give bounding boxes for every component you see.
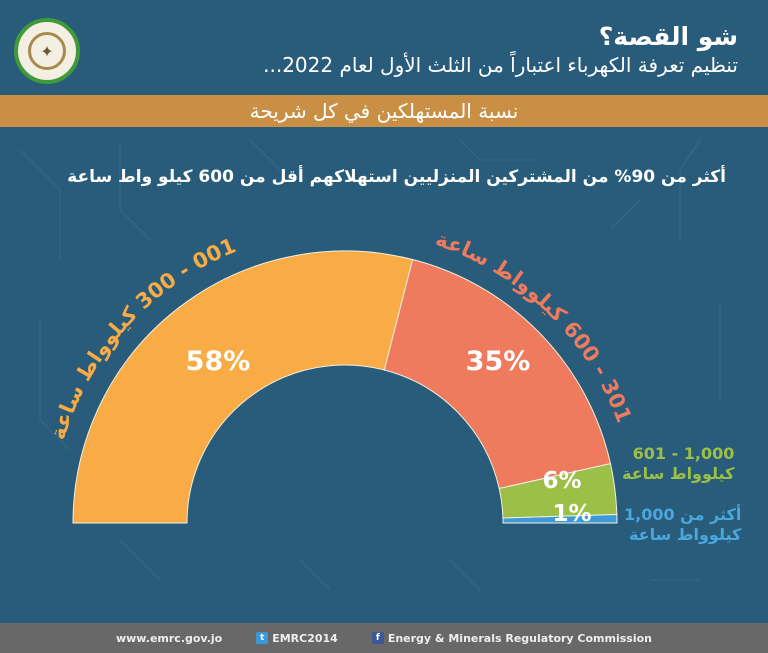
twitter-icon: t xyxy=(256,632,269,644)
category-label-4: أكثر من 1,000 كيلوواط ساعة xyxy=(624,505,741,545)
data-label-4: 1% xyxy=(552,501,591,527)
slice-4 xyxy=(502,513,618,524)
twitter-link[interactable]: t EMRC2014 xyxy=(256,632,338,645)
page-title: شو القصة؟ xyxy=(598,22,738,51)
label-line: كيلوواط ساعة xyxy=(628,525,742,544)
slice-2 xyxy=(383,258,612,490)
data-label-2: 35% xyxy=(466,346,531,377)
facebook-icon: f xyxy=(371,632,384,644)
facebook-page: Energy & Minerals Regulatory Commission xyxy=(387,631,653,645)
emrc-logo: ✦ xyxy=(14,18,80,84)
footer: www.emrc.gov.jo t EMRC2014 f Energy & Mine… xyxy=(0,623,768,653)
label-line: أكثر من 1,000 xyxy=(624,505,742,524)
label-line: 1,000 - 601 xyxy=(632,444,735,463)
twitter-handle: EMRC2014 xyxy=(272,631,338,645)
headline: أكثر من 90% من المشتركين المنزليين استهل… xyxy=(67,167,726,187)
slice-1 xyxy=(72,250,414,524)
category-label-3: 1,000 - 601 كيلوواط ساعة xyxy=(622,444,734,484)
label-line: كيلوواط ساعة xyxy=(622,464,735,483)
facebook-link[interactable]: f Energy & Minerals Regulatory Commission xyxy=(371,631,653,645)
website-link[interactable]: www.emrc.gov.jo xyxy=(115,631,223,645)
data-label-3: 6% xyxy=(542,468,581,494)
page-subtitle: تنظيم تعرفة الكهرباء اعتباراً من الثلث ا… xyxy=(263,53,738,77)
section-banner: نسبة المستهلكين في كل شريحة xyxy=(0,95,768,127)
data-label-1: 58% xyxy=(186,346,251,377)
